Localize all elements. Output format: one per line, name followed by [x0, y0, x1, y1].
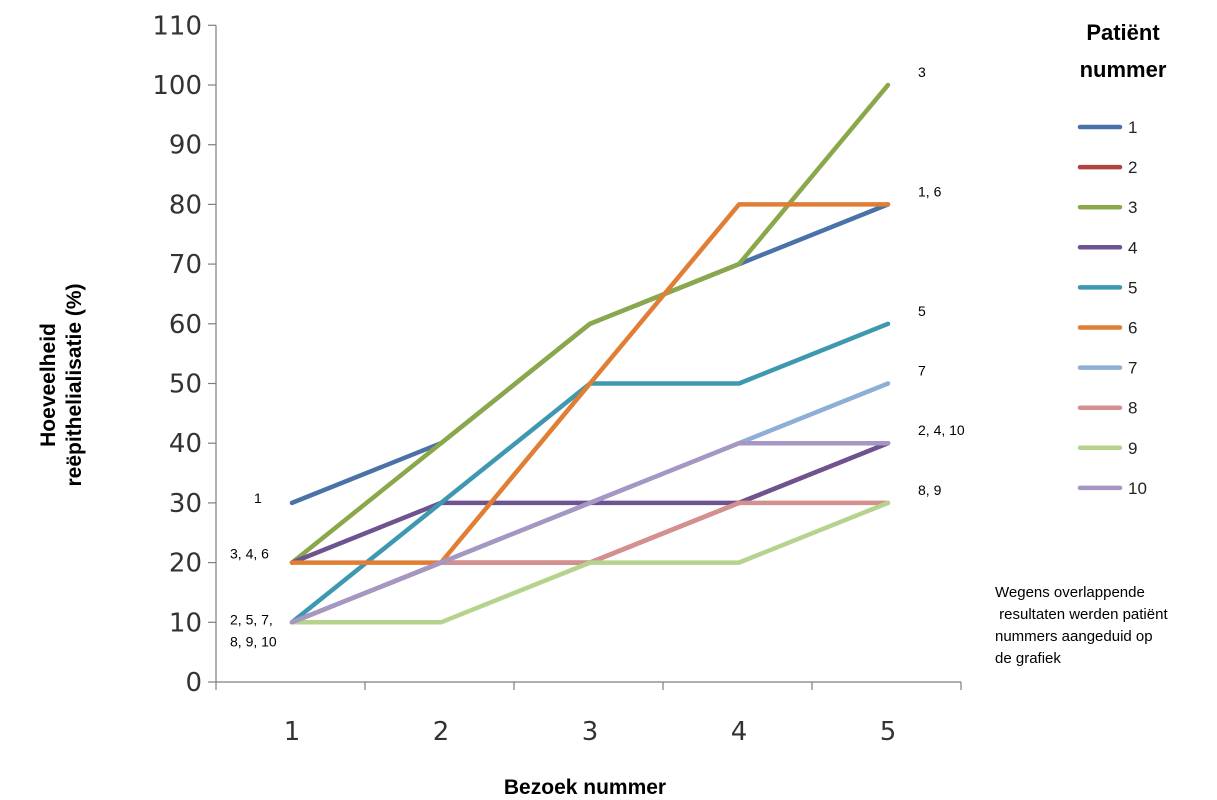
- data-annotation: 1, 6: [918, 183, 942, 199]
- y-tick-label: 70: [169, 250, 202, 280]
- legend-item: 6: [1077, 319, 1137, 338]
- data-annotation: 7: [918, 363, 926, 379]
- data-annotation: 8, 9: [918, 482, 942, 498]
- legend-title: Patiënt nummer: [1080, 20, 1167, 82]
- legend: Patiënt nummer 1 2 3 4 5 6 7 8 9 10: [1077, 20, 1167, 498]
- series-line-5: [289, 321, 891, 625]
- note-line: de grafiek: [995, 650, 1061, 667]
- series-line-2: [289, 440, 891, 625]
- y-tick-label: 40: [169, 429, 202, 459]
- data-annotation: 2, 4, 10: [918, 422, 965, 438]
- y-tick-label: 50: [169, 370, 202, 400]
- data-annotation-line: 1: [254, 490, 262, 506]
- annotations: 1 3, 4, 6 2, 5, 7, 8, 9, 10 3 1, 6 5 7 2, 4, 10 8…: [230, 64, 965, 649]
- axes: 0 10 20 30 40 50 60 70 80 90 100 110 1 2 3 4 5 Bezoek num…: [37, 11, 962, 799]
- y-tick-label: 20: [169, 549, 202, 579]
- legend-item: 3: [1077, 198, 1137, 217]
- note-paragraph: Wegens overlappende resultaten werden pa…: [995, 584, 1168, 667]
- legend-item: 7: [1077, 359, 1137, 378]
- legend-label: 9: [1128, 439, 1137, 458]
- data-annotation-line: 3: [918, 64, 926, 80]
- legend-label: 2: [1128, 158, 1137, 177]
- note-line: nummers aangeduid op: [995, 628, 1153, 645]
- y-tick-label: 30: [169, 489, 202, 519]
- x-tick-label: 2: [433, 717, 450, 747]
- legend-item: 5: [1077, 278, 1137, 297]
- data-annotation: 3: [918, 64, 926, 80]
- data-annotation-line: 2, 4, 10: [918, 422, 965, 438]
- y-tick-label: 0: [185, 668, 202, 698]
- data-annotation: 5: [918, 303, 926, 319]
- x-axis-title: Bezoek nummer: [504, 776, 666, 799]
- legend-label: 6: [1128, 319, 1137, 338]
- note-line: resultaten werden patiënt: [995, 606, 1168, 623]
- y-tick-label: 10: [169, 608, 202, 638]
- y-tick-label: 110: [152, 11, 202, 41]
- data-annotation-line: 8, 9, 10: [230, 633, 277, 649]
- data-annotation-line: 7: [918, 363, 926, 379]
- legend-item: 2: [1077, 158, 1137, 177]
- y-axis-title: Hoeveelheid reëpithelialisatie (%): [37, 283, 86, 486]
- series-line-1: [289, 202, 891, 506]
- legend-item: 9: [1077, 439, 1137, 458]
- data-annotation: 3, 4, 6: [230, 546, 269, 562]
- legend-label: 5: [1128, 278, 1137, 297]
- x-tick-label: 1: [284, 717, 301, 747]
- x-tick-label: 5: [880, 717, 897, 747]
- legend-label: 3: [1128, 198, 1137, 217]
- note-text: Wegens overlappende resultaten werden pa…: [995, 584, 1168, 667]
- data-annotation-line: 3, 4, 6: [230, 546, 269, 562]
- data-annotation-line: 2, 5, 7,: [230, 611, 273, 627]
- legend-label: 1: [1128, 118, 1137, 137]
- y-axis-title-line: Hoeveelheid: [37, 323, 60, 447]
- series-lines: [289, 82, 891, 625]
- series-line-9: [289, 500, 891, 625]
- y-axis-title-line: reëpithelialisatie (%): [63, 283, 86, 486]
- data-annotation-line: 8, 9: [918, 482, 942, 498]
- legend-label: 4: [1128, 238, 1137, 257]
- y-tick-label: 80: [169, 190, 202, 220]
- legend-title-line: nummer: [1080, 57, 1167, 82]
- series-line-10: [289, 440, 891, 625]
- series-line-6: [289, 202, 891, 565]
- y-tick-label: 100: [152, 71, 202, 101]
- legend-item: 4: [1077, 238, 1137, 257]
- legend-label: 8: [1128, 399, 1137, 418]
- x-tick-label: 4: [731, 717, 748, 747]
- data-annotation: 1: [254, 490, 262, 506]
- legend-item: 10: [1077, 479, 1147, 498]
- y-tick-label: 60: [169, 310, 202, 340]
- x-tick-label: 3: [582, 717, 599, 747]
- legend-label: 10: [1128, 479, 1147, 498]
- data-annotation-line: 5: [918, 303, 926, 319]
- legend-item: 1: [1077, 118, 1137, 137]
- legend-label: 7: [1128, 359, 1137, 378]
- legend-title-line: Patiënt: [1086, 20, 1160, 45]
- note-line: Wegens overlappende: [995, 584, 1145, 601]
- data-annotation: 2, 5, 7, 8, 9, 10: [230, 611, 277, 649]
- data-annotation-line: 1, 6: [918, 183, 942, 199]
- series-line-3: [289, 82, 891, 565]
- legend-item: 8: [1077, 399, 1137, 418]
- y-tick-label: 90: [169, 131, 202, 161]
